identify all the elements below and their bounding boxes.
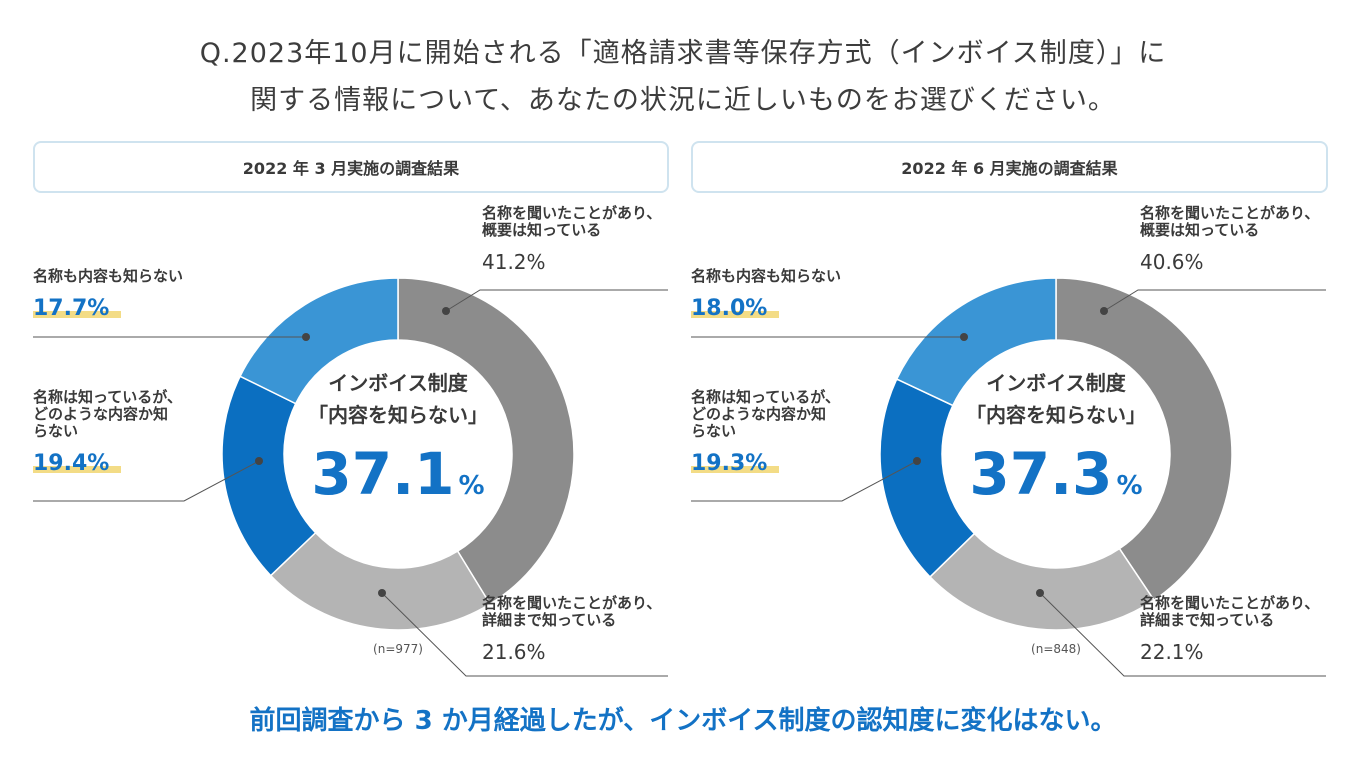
leader-line — [381, 592, 668, 677]
slice-label-text: 名称は知っているが、 — [33, 388, 182, 406]
donut-slice-3 — [221, 375, 317, 577]
leader-dot — [255, 457, 263, 465]
slice-label-text: 名称を聞いたことがあり、 — [1140, 204, 1319, 222]
slice-label-text: 名称も内容も知らない — [691, 267, 841, 285]
value-highlight — [691, 311, 779, 318]
slice-label-4: 名称も内容も知らない 17.7% — [33, 267, 310, 341]
donut-slice-4 — [239, 277, 399, 405]
donut-slice-4 — [895, 277, 1057, 407]
donut-slice-1 — [1055, 277, 1233, 602]
value-highlight — [33, 311, 121, 318]
leader-dot — [1100, 307, 1108, 315]
slice-value: 18.0% — [691, 296, 767, 321]
leader-line — [1103, 289, 1326, 312]
slice-label-1: 名称を聞いたことがあり、概要は知っている 41.2% — [442, 204, 668, 315]
question-line-2: 関する情報について、あなたの状況に近しいものをお選びください。 — [250, 85, 1116, 116]
slice-value: 19.3% — [691, 451, 767, 476]
slice-label-text: 概要は知っている — [482, 221, 601, 239]
donut-chart-june: 名称を聞いたことがあり、概要は知っている 40.6% 名称を聞いたことがあり、詳細ま… — [691, 204, 1326, 677]
center-value-unit: % — [459, 471, 485, 501]
question-text: Q.2023年10月に開始される「適格請求書等保存方式（インボイス制度）」に 関… — [0, 30, 1366, 124]
slice-label-text: 詳細まで知っている — [482, 611, 616, 629]
center-label-line-2: 「内容を知らない」 — [966, 403, 1146, 427]
center-value-number: 37.1 — [311, 440, 454, 508]
leader-dot — [960, 333, 968, 341]
center-label: インボイス制度「内容を知らない」 37.1% — [308, 371, 488, 508]
donut-slice-3 — [879, 378, 976, 578]
donut-slice-2 — [269, 531, 492, 631]
slice-label-text: 名称を聞いたことがあり、 — [482, 204, 661, 222]
slice-value: 22.1% — [1140, 640, 1204, 664]
center-value: 37.3% — [969, 440, 1142, 508]
donut-slice-2 — [928, 532, 1156, 631]
center-label-line-1: インボイス制度 — [986, 371, 1126, 395]
slice-label-text: らない — [691, 422, 736, 440]
center-value-number: 37.3 — [969, 440, 1112, 508]
value-highlight — [691, 466, 779, 473]
center-value-unit: % — [1117, 471, 1143, 501]
leader-line — [445, 289, 668, 312]
leader-line — [33, 460, 260, 502]
sample-size: (n=977) — [373, 642, 423, 656]
leader-dot — [442, 307, 450, 315]
slice-label-1: 名称を聞いたことがあり、概要は知っている 40.6% — [1100, 204, 1326, 315]
slice-label-text: 概要は知っている — [1140, 221, 1259, 239]
sample-size: (n=848) — [1031, 642, 1081, 656]
conclusion-text: 前回調査から 3 か月経過したが、インボイス制度の認知度に変化はない。 — [249, 706, 1117, 736]
chart-panel-june: 2022 年 6 月実施の調査結果 名称を聞いたことがあり、 概要は知っている 40… — [658, 141, 1338, 681]
slice-value: 19.4% — [33, 451, 109, 476]
donut-segments — [879, 277, 1233, 631]
center-label: インボイス制度「内容を知らない」 37.3% — [966, 371, 1146, 508]
slice-value: 17.7% — [33, 296, 109, 321]
slice-label-2: 名称を聞いたことがあり、詳細まで知っている 21.6% — [378, 589, 668, 677]
slice-label-text: どのような内容か知 — [691, 405, 826, 423]
slice-label-4: 名称も内容も知らない 18.0% — [691, 267, 968, 341]
leader-dot — [1036, 589, 1044, 597]
slice-label-2: 名称を聞いたことがあり、詳細まで知っている 22.1% — [1036, 589, 1326, 677]
center-value: 37.1% — [311, 440, 484, 508]
slice-label-text: らない — [33, 422, 78, 440]
survey-title-june: 2022 年 6 月実施の調査結果 — [691, 141, 1328, 193]
donut-chart-march: 名称を聞いたことがあり、概要は知っている 41.2% 名称を聞いたことがあり、詳細ま… — [33, 204, 668, 677]
slice-value: 21.6% — [482, 640, 546, 664]
center-label-line-2: 「内容を知らない」 — [308, 403, 488, 427]
center-label-line-1: インボイス制度 — [328, 371, 468, 395]
slice-label-text: 名称を聞いたことがあり、 — [1140, 594, 1319, 612]
chart-panel-march: 2022 年 3 月実施の調査結果 名称を聞いたことがあり、 概要は知っている 41… — [0, 141, 680, 681]
leader-dot — [302, 333, 310, 341]
slice-label-text: 詳細まで知っている — [1140, 611, 1274, 629]
question-line-1: Q.2023年10月に開始される「適格請求書等保存方式（インボイス制度）」に — [199, 38, 1167, 69]
donut-segments — [221, 277, 575, 631]
slice-label-text: 名称を聞いたことがあり、 — [482, 594, 661, 612]
value-highlight — [33, 466, 121, 473]
leader-line — [691, 460, 918, 502]
slice-label-text: 名称は知っているが、 — [691, 388, 840, 406]
slice-value: 41.2% — [482, 250, 546, 274]
donut-slice-1 — [397, 277, 575, 606]
leader-dot — [913, 457, 921, 465]
leader-line — [1039, 592, 1326, 677]
slice-label-text: 名称も内容も知らない — [33, 267, 183, 285]
slice-label-text: どのような内容か知 — [33, 405, 168, 423]
slice-value: 40.6% — [1140, 250, 1204, 274]
leader-dot — [378, 589, 386, 597]
survey-title-march: 2022 年 3 月実施の調査結果 — [33, 141, 669, 193]
